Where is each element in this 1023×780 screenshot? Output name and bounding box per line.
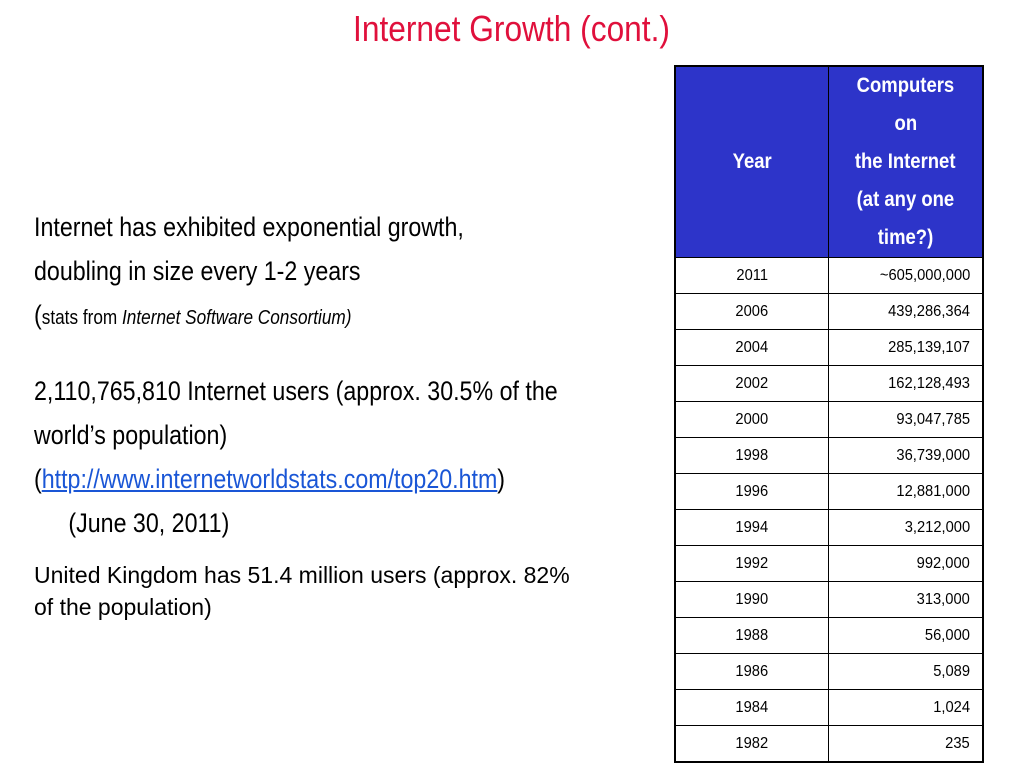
year-cell: 2006 bbox=[674, 293, 829, 330]
body-text-line: world’s population) bbox=[34, 420, 228, 450]
header-year: Year bbox=[674, 65, 829, 258]
header-line: the Internet bbox=[855, 150, 956, 173]
year-value: 2002 bbox=[735, 374, 769, 392]
computer-count-cell: 36,739,000 bbox=[828, 437, 984, 474]
computer-count-cell: 12,881,000 bbox=[828, 473, 984, 510]
year-value: 2011 bbox=[736, 266, 768, 284]
paren: ( bbox=[34, 464, 42, 494]
header-computers: Computers on the Internet (at any one ti… bbox=[828, 65, 984, 258]
year-value: 1992 bbox=[735, 554, 769, 572]
source-name: Internet Software Consortium) bbox=[122, 307, 352, 329]
computer-count-value: ~605,000,000 bbox=[879, 266, 970, 284]
body-text-line: 2,110,765,810 Internet users (approx. 30… bbox=[34, 376, 558, 406]
computer-count-cell: 285,139,107 bbox=[828, 329, 984, 366]
table-row: 1982 235 bbox=[674, 725, 984, 763]
year-cell: 1986 bbox=[674, 653, 829, 690]
year-value: 1982 bbox=[735, 734, 769, 752]
computer-count-cell: 56,000 bbox=[828, 617, 984, 654]
table-row: 2011 ~605,000,000 bbox=[674, 257, 984, 294]
paren: ) bbox=[497, 464, 506, 494]
year-cell: 1982 bbox=[674, 725, 829, 763]
source-prefix: stats from bbox=[41, 307, 123, 329]
slide-body: Internet has exhibited exponential growt… bbox=[34, 205, 674, 623]
computer-count-cell: 3,212,000 bbox=[828, 509, 984, 546]
computer-count-cell: 162,128,493 bbox=[828, 365, 984, 402]
year-value: 1984 bbox=[735, 698, 769, 716]
year-cell: 1988 bbox=[674, 617, 829, 654]
year-cell: 1992 bbox=[674, 545, 829, 582]
computer-count-cell: 5,089 bbox=[828, 653, 984, 690]
year-cell: 1990 bbox=[674, 581, 829, 618]
table-row: 1998 36,739,000 bbox=[674, 437, 984, 474]
year-value: 2006 bbox=[735, 302, 769, 320]
table-row: 2002 162,128,493 bbox=[674, 365, 984, 402]
table-row: 1988 56,000 bbox=[674, 617, 984, 654]
computer-count-value: 56,000 bbox=[924, 626, 970, 644]
year-value: 1990 bbox=[735, 590, 769, 608]
computer-count-value: 12,881,000 bbox=[896, 482, 970, 500]
link-line: (http://www.internetworldstats.com/top20… bbox=[34, 457, 584, 501]
year-cell: 2011 bbox=[674, 257, 829, 294]
year-cell: 1996 bbox=[674, 473, 829, 510]
computer-count-cell: 439,286,364 bbox=[828, 293, 984, 330]
header-line: time?) bbox=[877, 226, 934, 249]
year-value: 1986 bbox=[735, 662, 769, 680]
year-cell: 1984 bbox=[674, 689, 829, 726]
uk-stat-line: United Kingdom has 51.4 million users (a… bbox=[34, 562, 570, 588]
table-row: 1992 992,000 bbox=[674, 545, 984, 582]
table-row: 1996 12,881,000 bbox=[674, 473, 984, 510]
computer-count-cell: 235 bbox=[828, 725, 984, 763]
slide-title: Internet Growth (cont.) bbox=[353, 8, 670, 49]
body-text-line: doubling in size every 1-2 years bbox=[34, 256, 361, 286]
year-cell: 1994 bbox=[674, 509, 829, 546]
computer-count-value: 3,212,000 bbox=[904, 518, 970, 536]
year-cell: 2002 bbox=[674, 365, 829, 402]
computer-count-cell: ~605,000,000 bbox=[828, 257, 984, 294]
computer-count-value: 5,089 bbox=[933, 662, 970, 680]
table-row: 2004 285,139,107 bbox=[674, 329, 984, 366]
body-text-line: Internet has exhibited exponential growt… bbox=[34, 212, 464, 242]
uk-stat-line: of the population) bbox=[34, 594, 212, 620]
year-value: 2000 bbox=[735, 410, 769, 428]
computer-count-value: 36,739,000 bbox=[896, 446, 970, 464]
computer-count-value: 1,024 bbox=[933, 698, 970, 716]
computer-count-value: 313,000 bbox=[916, 590, 970, 608]
table-row: 1990 313,000 bbox=[674, 581, 984, 618]
computer-count-cell: 313,000 bbox=[828, 581, 984, 618]
paren: ( bbox=[34, 300, 42, 330]
year-value: 1996 bbox=[735, 482, 769, 500]
header-line: (at any one bbox=[856, 188, 955, 211]
computer-count-value: 992,000 bbox=[916, 554, 970, 572]
date-line: (June 30, 2011) bbox=[68, 508, 230, 538]
year-cell: 2000 bbox=[674, 401, 829, 438]
computer-count-value: 162,128,493 bbox=[888, 374, 970, 392]
year-cell: 2004 bbox=[674, 329, 829, 366]
table-row: 1994 3,212,000 bbox=[674, 509, 984, 546]
year-cell: 1998 bbox=[674, 437, 829, 474]
year-value: 1988 bbox=[735, 626, 769, 644]
header-line: on bbox=[894, 112, 917, 135]
computer-count-cell: 992,000 bbox=[828, 545, 984, 582]
computer-count-value: 439,286,364 bbox=[888, 302, 970, 320]
source-citation: (stats from Internet Software Consortium… bbox=[34, 293, 584, 337]
table-row: 1986 5,089 bbox=[674, 653, 984, 690]
year-value: 2004 bbox=[735, 338, 769, 356]
year-value: 1994 bbox=[735, 518, 769, 536]
computer-count-cell: 93,047,785 bbox=[828, 401, 984, 438]
computer-count-value: 285,139,107 bbox=[888, 338, 970, 356]
computer-count-cell: 1,024 bbox=[828, 689, 984, 726]
table-row: 2000 93,047,785 bbox=[674, 401, 984, 438]
stats-link[interactable]: http://www.internetworldstats.com/top20.… bbox=[41, 464, 498, 494]
header-line: Computers bbox=[856, 74, 955, 97]
growth-table: Year Computers on the Internet (at any o… bbox=[674, 65, 984, 763]
table-row: 2006 439,286,364 bbox=[674, 293, 984, 330]
computer-count-value: 235 bbox=[945, 734, 970, 752]
table-row: 1984 1,024 bbox=[674, 689, 984, 726]
year-value: 1998 bbox=[735, 446, 769, 464]
computer-count-value: 93,047,785 bbox=[896, 410, 970, 428]
